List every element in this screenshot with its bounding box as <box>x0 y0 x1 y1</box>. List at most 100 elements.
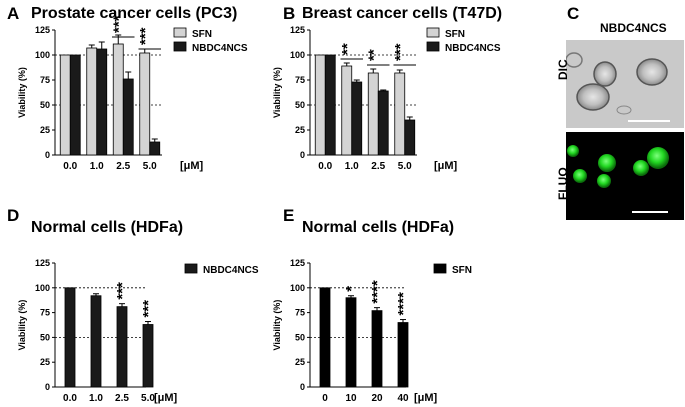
bar-b-sfn <box>394 72 406 156</box>
significance-stars-b: *** <box>392 43 409 61</box>
x-tick-label-d: 0.0 <box>63 393 77 404</box>
significance-stars-b: ** <box>365 49 382 61</box>
bar-a-nbdc4ncs <box>122 78 134 156</box>
y-axis-label-b: Viability (%) <box>272 67 282 118</box>
y-tick-label-a: 75 <box>40 75 50 85</box>
bar-e-sfn <box>371 310 383 388</box>
y-tick-label-d: 125 <box>35 258 50 268</box>
x-unit-label-b: [μM] <box>434 160 458 172</box>
panel-title-a: Prostate cancer cells (PC3) <box>31 5 238 22</box>
significance-stars-d: *** <box>140 300 157 318</box>
y-tick-label-d: 75 <box>40 308 50 318</box>
bar-b-sfn <box>367 72 379 156</box>
y-tick-label-d: 50 <box>40 332 50 342</box>
significance-stars-e: * <box>343 286 360 292</box>
legend-swatch-b-sfn <box>426 27 440 38</box>
x-tick-label-b: 1.0 <box>345 161 359 172</box>
panel-letter-b: B <box>283 4 296 23</box>
y-tick-label-b: 100 <box>290 50 305 60</box>
panel-letter-c: C <box>567 4 580 23</box>
y-tick-label-e: 50 <box>295 332 305 342</box>
y-tick-label-e: 75 <box>295 308 305 318</box>
panel-title-e: Normal cells (HDFa) <box>302 219 455 236</box>
y-tick-label-b: 50 <box>295 100 305 110</box>
bar-b-sfn <box>314 54 326 156</box>
legend-label-e-sfn: SFN <box>452 265 472 276</box>
y-axis-label-e: Viability (%) <box>272 300 282 351</box>
fluo-label: FLUO <box>556 167 570 200</box>
x-tick-label-b: 0.0 <box>318 161 332 172</box>
bar-d-nbdc4ncs <box>142 324 154 388</box>
bar-a-sfn <box>112 43 124 156</box>
legend-swatch-e-sfn <box>433 263 447 274</box>
x-tick-label-b: 5.0 <box>398 161 412 172</box>
y-axis-label-d: Viability (%) <box>17 300 27 351</box>
bar-a-sfn <box>86 47 98 156</box>
bar-b-sfn <box>341 65 353 156</box>
y-tick-label-d: 25 <box>40 357 50 367</box>
panel-title-d: Normal cells (HDFa) <box>31 219 184 236</box>
y-tick-label-b: 75 <box>295 75 305 85</box>
legend-label-b-nbdc4ncs: NBDC4NCS <box>445 43 501 54</box>
y-tick-label-b: 125 <box>290 25 305 35</box>
bar-d-nbdc4ncs <box>116 306 128 388</box>
legend-swatch-b-nbdc4ncs <box>426 41 440 52</box>
x-tick-label-a: 1.0 <box>90 161 104 172</box>
significance-stars-e: **** <box>369 280 386 304</box>
x-unit-label-a: [μM] <box>180 160 204 172</box>
x-unit-label-d: [μM] <box>154 392 178 404</box>
legend-swatch-a-sfn <box>173 27 187 38</box>
x-tick-label-b: 2.5 <box>371 161 385 172</box>
significance-stars-d: *** <box>114 282 131 300</box>
y-tick-label-e: 125 <box>290 258 305 268</box>
y-tick-label-a: 100 <box>35 50 50 60</box>
y-tick-label-b: 0 <box>300 150 305 160</box>
x-unit-label-e: [μM] <box>414 392 438 404</box>
panel-letter-a: A <box>7 4 20 23</box>
y-tick-label-e: 25 <box>295 357 305 367</box>
y-tick-label-e: 100 <box>290 283 305 293</box>
bar-a-sfn <box>139 52 151 156</box>
legend-swatch-a-nbdc4ncs <box>173 41 187 52</box>
legend-swatch-d-nbdc4ncs <box>184 263 198 274</box>
panel-letter-e: E <box>283 206 295 225</box>
legend-label-a-nbdc4ncs: NBDC4NCS <box>192 43 248 54</box>
x-tick-label-e: 10 <box>345 393 357 404</box>
x-tick-label-d: 2.5 <box>115 393 129 404</box>
microscopy-images <box>565 40 684 220</box>
bar-e-sfn <box>397 322 409 388</box>
x-tick-label-a: 2.5 <box>116 161 130 172</box>
bar-b-nbdc4ncs <box>324 54 336 156</box>
y-tick-label-e: 0 <box>300 382 305 392</box>
bar-a-nbdc4ncs <box>69 54 81 156</box>
y-tick-label-b: 25 <box>295 125 305 135</box>
significance-stars-b: ** <box>339 43 356 55</box>
bar-a-nbdc4ncs <box>149 141 161 156</box>
bar-b-nbdc4ncs <box>404 119 416 156</box>
y-tick-label-d: 100 <box>35 283 50 293</box>
x-tick-label-e: 0 <box>322 393 328 404</box>
x-tick-label-a: 5.0 <box>143 161 157 172</box>
fluo-image <box>566 132 684 220</box>
bar-d-nbdc4ncs <box>90 295 102 388</box>
legend-label-a-sfn: SFN <box>192 29 212 40</box>
bar-b-nbdc4ncs <box>351 81 363 156</box>
legend-label-d-nbdc4ncs: NBDC4NCS <box>203 265 259 276</box>
panel-title-c: NBDC4NCS <box>600 21 667 35</box>
significance-stars-a: *** <box>137 27 154 45</box>
legend-label-b-sfn: SFN <box>445 29 465 40</box>
x-tick-label-e: 20 <box>371 393 383 404</box>
panel-title-b: Breast cancer cells (T47D) <box>302 5 503 22</box>
microscopy-panel <box>565 40 684 220</box>
y-axis-label-a: Viability (%) <box>17 67 27 118</box>
bar-b-nbdc4ncs <box>377 90 389 156</box>
bar-e-sfn <box>319 287 331 388</box>
y-tick-label-a: 125 <box>35 25 50 35</box>
x-tick-label-e: 40 <box>397 393 409 404</box>
x-tick-label-a: 0.0 <box>63 161 77 172</box>
y-tick-label-a: 25 <box>40 125 50 135</box>
dic-label: DIC <box>556 59 570 80</box>
x-tick-label-d: 1.0 <box>89 393 103 404</box>
bar-a-nbdc4ncs <box>96 48 108 156</box>
